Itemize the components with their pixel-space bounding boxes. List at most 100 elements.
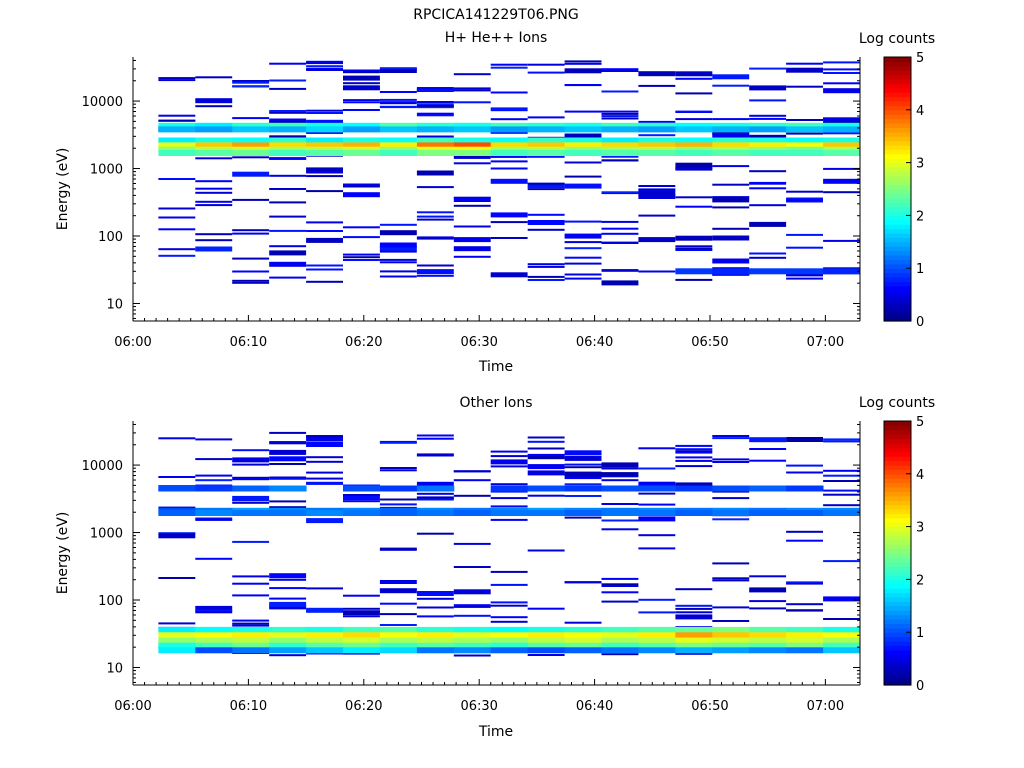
heatmap-cell — [712, 458, 750, 461]
heatmap-cell — [453, 494, 491, 497]
heatmap-cell — [158, 126, 196, 133]
heatmap-cell — [749, 600, 787, 603]
heatmap-cell — [158, 228, 196, 231]
heatmap-cell — [306, 122, 344, 129]
heatmap-cell — [379, 441, 417, 444]
heatmap-cell — [158, 114, 196, 117]
heatmap-cell — [379, 624, 417, 626]
heatmap-cell — [232, 257, 270, 260]
heatmap-cell — [675, 637, 713, 644]
heatmap-cell — [232, 485, 270, 492]
heatmap-cell — [195, 76, 233, 79]
heatmap-cell — [343, 594, 380, 597]
colorbar-segment — [884, 636, 911, 642]
heatmap-cell — [269, 150, 307, 156]
colorbar-segment — [884, 509, 911, 514]
heatmap-cell — [749, 637, 787, 644]
colorbar-tick-label: 0 — [916, 679, 924, 694]
heatmap-cell — [601, 150, 639, 156]
heatmap-cell — [158, 437, 196, 440]
y-tick-label: 10 — [106, 661, 123, 676]
colorbar-segment — [884, 153, 911, 159]
heatmap-cell — [712, 146, 750, 153]
heatmap-cell — [675, 451, 713, 454]
heatmap-cell — [712, 84, 750, 87]
heatmap-cell — [232, 622, 270, 625]
colorbar-tick-label: 4 — [916, 104, 924, 119]
heatmap-cell — [675, 73, 713, 76]
heatmap-cell — [306, 456, 343, 459]
heatmap-cell — [675, 110, 713, 113]
colorbar-h-he: 0 1 2 3 4 5 — [883, 51, 924, 330]
heatmap-cell — [638, 185, 676, 187]
colorbar-segment — [884, 522, 911, 528]
heatmap-cell — [306, 435, 343, 438]
heatmap-cell — [343, 150, 381, 156]
heatmap-cell — [306, 642, 344, 649]
colorbar-segment — [884, 601, 911, 607]
y-axis-label-other: Energy (eV) — [55, 512, 71, 595]
heatmap-cell — [638, 642, 676, 649]
heatmap-cell — [490, 455, 528, 458]
heatmap-cell — [786, 126, 824, 133]
heatmap-cell — [306, 442, 343, 447]
y-tick-label: 100 — [98, 594, 123, 609]
heatmap-cell — [490, 155, 528, 158]
heatmap-cell — [490, 485, 529, 492]
heatmap-cell — [269, 463, 307, 465]
heatmap-cell — [306, 647, 344, 654]
colorbar-segment — [884, 487, 911, 492]
heatmap-cell — [232, 156, 270, 159]
heatmap-cell — [638, 467, 676, 470]
heatmap-cell — [712, 647, 750, 654]
heatmap-cell — [379, 150, 418, 156]
heatmap-cell — [638, 120, 676, 123]
heatmap-cell — [675, 510, 713, 516]
heatmap-cell — [269, 146, 307, 153]
colorbar-tick-label: 5 — [916, 415, 924, 430]
heatmap-cell — [232, 582, 270, 585]
heatmap-cell — [490, 126, 529, 133]
colorbar-segment — [884, 526, 911, 532]
colorbar-segment — [884, 676, 911, 682]
colorbar-segment — [884, 79, 911, 84]
colorbar-segment — [884, 250, 911, 256]
heatmap-cell — [823, 626, 861, 633]
heatmap-cell — [675, 459, 713, 462]
heatmap-cell — [527, 126, 566, 133]
heatmap-cell — [786, 85, 823, 88]
heatmap-cell — [527, 440, 565, 443]
x-tick-label: 06:00 — [114, 335, 151, 350]
heatmap-cell — [379, 485, 418, 492]
heatmap-cell — [453, 614, 491, 617]
heatmap-cell — [453, 122, 492, 129]
colorbar-segment — [884, 312, 911, 318]
heatmap-cell — [601, 467, 639, 470]
heatmap-cell — [601, 653, 639, 656]
heatmap-cell — [306, 190, 343, 193]
heatmap-cell — [712, 165, 750, 168]
heatmap-cell — [453, 647, 492, 654]
heatmap-cell — [232, 85, 270, 88]
colorbar-segment — [884, 263, 911, 269]
heatmap-cell — [564, 247, 602, 250]
colorbar-segment — [884, 114, 911, 120]
heatmap-cell — [490, 632, 529, 639]
heatmap-cell — [232, 463, 270, 466]
colorbar-segment — [884, 495, 911, 501]
heatmap-cell — [823, 117, 860, 120]
heatmap-cell — [453, 73, 491, 76]
heatmap-cell — [453, 626, 492, 633]
heatmap-cell — [712, 485, 750, 492]
colorbar-segment — [884, 614, 911, 620]
energy-band — [158, 510, 861, 516]
heatmap-cell — [416, 170, 454, 176]
heatmap-cell — [675, 205, 713, 208]
heatmap-cell — [416, 269, 454, 275]
colorbar-segment — [884, 281, 911, 287]
heatmap-cell — [527, 228, 565, 231]
heatmap-cell — [638, 632, 676, 639]
heatmap-cell — [232, 637, 270, 644]
x-tick-label: 06:20 — [345, 335, 382, 350]
